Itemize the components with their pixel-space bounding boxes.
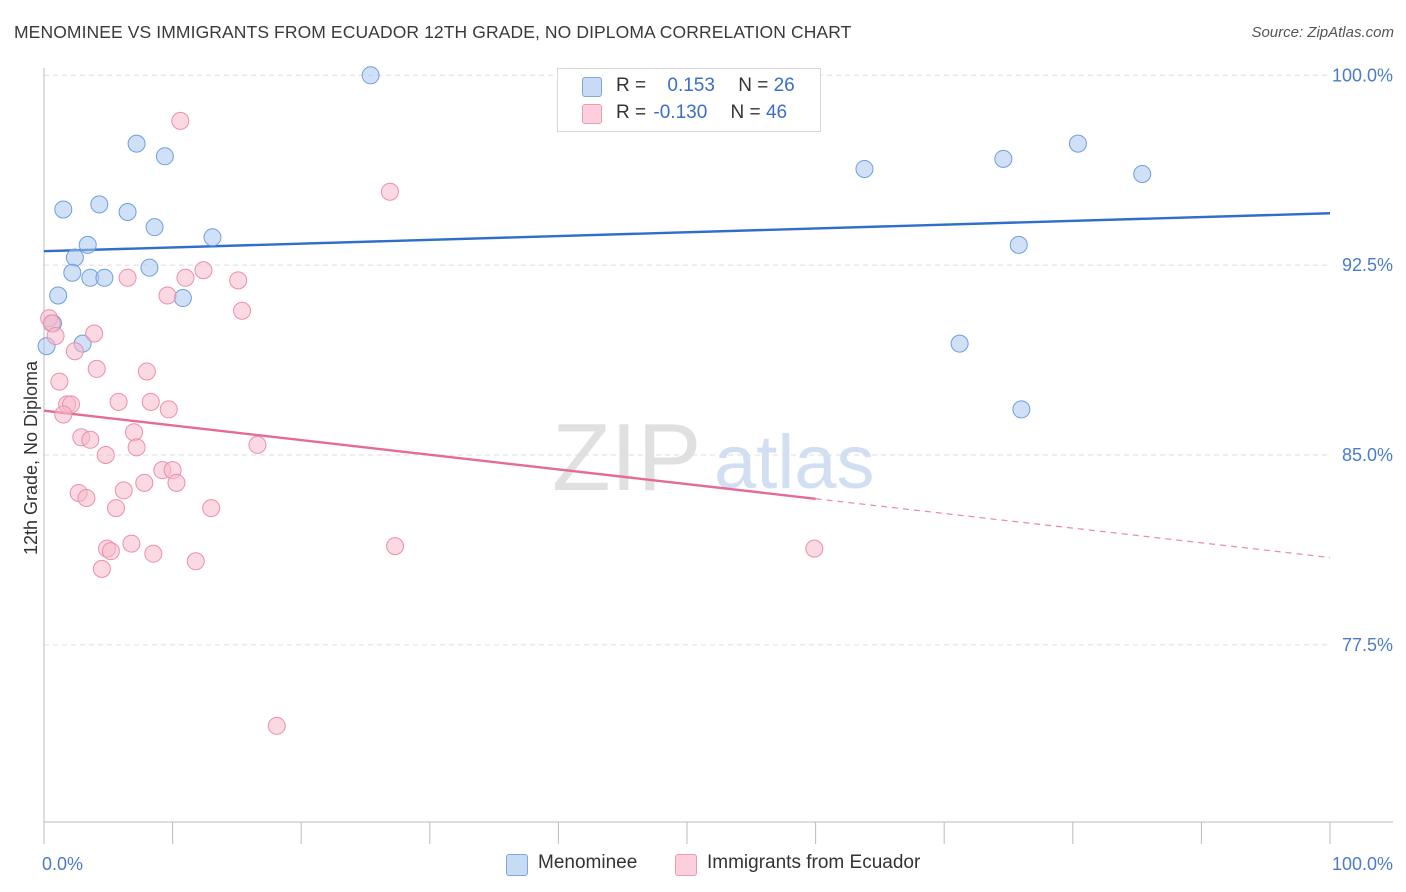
menominee-point (54, 200, 73, 219)
ecuador-point (85, 324, 104, 343)
ecuador-point (77, 489, 96, 508)
menominee-point (65, 248, 84, 267)
menominee-point (140, 258, 159, 277)
ecuador-legend-swatch (675, 854, 697, 876)
ecuador-point (65, 342, 84, 361)
r-label: R = (616, 102, 647, 123)
ecuador-point (267, 716, 286, 735)
ecuador-point (101, 542, 120, 561)
menominee-legend-swatch (506, 854, 528, 876)
ecuador-swatch (582, 104, 602, 124)
ecuador-point (233, 301, 252, 320)
menominee-point (203, 228, 222, 247)
menominee-swatch (582, 77, 602, 97)
n-value: 26 (773, 75, 795, 96)
r-label: R = (616, 75, 647, 96)
ecuador-point (386, 537, 405, 556)
n-value: 46 (765, 102, 788, 123)
series-legend: Menominee Immigrants from Ecuador (0, 852, 1406, 878)
stats-legend: R = 0.153 N = 26 R = -0.130 N = 46 (557, 68, 821, 132)
legend-label: Menominee (538, 852, 638, 873)
ecuador-point (186, 552, 205, 571)
ecuador-point (125, 423, 144, 442)
trend-line-1 (43, 409, 816, 500)
source-credit: Source: ZipAtlas.com (1251, 24, 1394, 41)
menominee-point (78, 235, 97, 254)
menominee-point (118, 202, 137, 221)
watermark-zip: ZIP (552, 404, 701, 511)
ecuador-point (159, 400, 178, 419)
menominee-point (127, 134, 146, 153)
n-label: N = (738, 75, 769, 96)
legend-label: Immigrants from Ecuador (707, 852, 921, 873)
r-value: -0.130 (653, 102, 708, 123)
menominee-point (49, 286, 68, 305)
watermark-atlas: atlas (714, 420, 875, 505)
r-value: 0.153 (667, 75, 715, 96)
ecuador-point (96, 445, 115, 464)
ecuador-point (171, 111, 190, 130)
menominee-point (950, 334, 969, 353)
menominee-point (361, 66, 380, 85)
ecuador-point (50, 372, 69, 391)
ecuador-point (92, 559, 111, 578)
menominee-point (1012, 400, 1031, 419)
y-tick-label: 100.0% (1332, 65, 1393, 85)
ecuador-point (229, 271, 248, 290)
x-tick-label-max: 100.0% (1332, 854, 1393, 874)
chart-title: MENOMINEE VS IMMIGRANTS FROM ECUADOR 12T… (14, 22, 852, 42)
ecuador-point (202, 499, 221, 518)
n-label: N = (730, 102, 761, 123)
ecuador-point (135, 473, 154, 492)
ecuador-point (158, 286, 177, 305)
ecuador-point (87, 359, 106, 378)
ecuador-point (248, 435, 267, 454)
ecuador-point (81, 430, 100, 449)
menominee-point (173, 289, 192, 308)
ecuador-point (167, 473, 186, 492)
menominee-point (90, 195, 109, 214)
y-tick-label: 77.5% (1342, 635, 1393, 655)
ecuador-point (141, 392, 160, 411)
trend-line-0 (43, 212, 1331, 253)
ecuador-point (380, 182, 399, 201)
menominee-point (1009, 235, 1028, 254)
ecuador-point (176, 268, 195, 287)
ecuador-point (122, 534, 141, 553)
y-tick-label: 85.0% (1342, 445, 1393, 465)
menominee-point (1068, 134, 1087, 153)
x-tick-label-min: 0.0% (42, 854, 83, 874)
ecuador-point (127, 438, 146, 457)
ecuador-point (144, 544, 163, 563)
menominee-point (63, 263, 82, 282)
menominee-point (145, 218, 164, 237)
ecuador-point (107, 499, 126, 518)
ecuador-point (54, 405, 73, 424)
ecuador-point (46, 327, 65, 346)
ecuador-point (194, 261, 213, 280)
menominee-point (855, 159, 874, 178)
menominee-point (95, 268, 114, 287)
ecuador-point (137, 362, 156, 381)
ecuador-point (114, 481, 133, 500)
y-tick-label: 92.5% (1342, 255, 1393, 275)
ecuador-point (109, 392, 128, 411)
trend-line-extension-1 (815, 498, 1331, 559)
menominee-point (994, 149, 1013, 168)
menominee-point (1133, 165, 1152, 184)
y-axis-title: 12th Grade, No Diploma (21, 360, 41, 555)
ecuador-point (118, 268, 137, 287)
menominee-point (155, 147, 174, 166)
ecuador-point (805, 539, 824, 558)
